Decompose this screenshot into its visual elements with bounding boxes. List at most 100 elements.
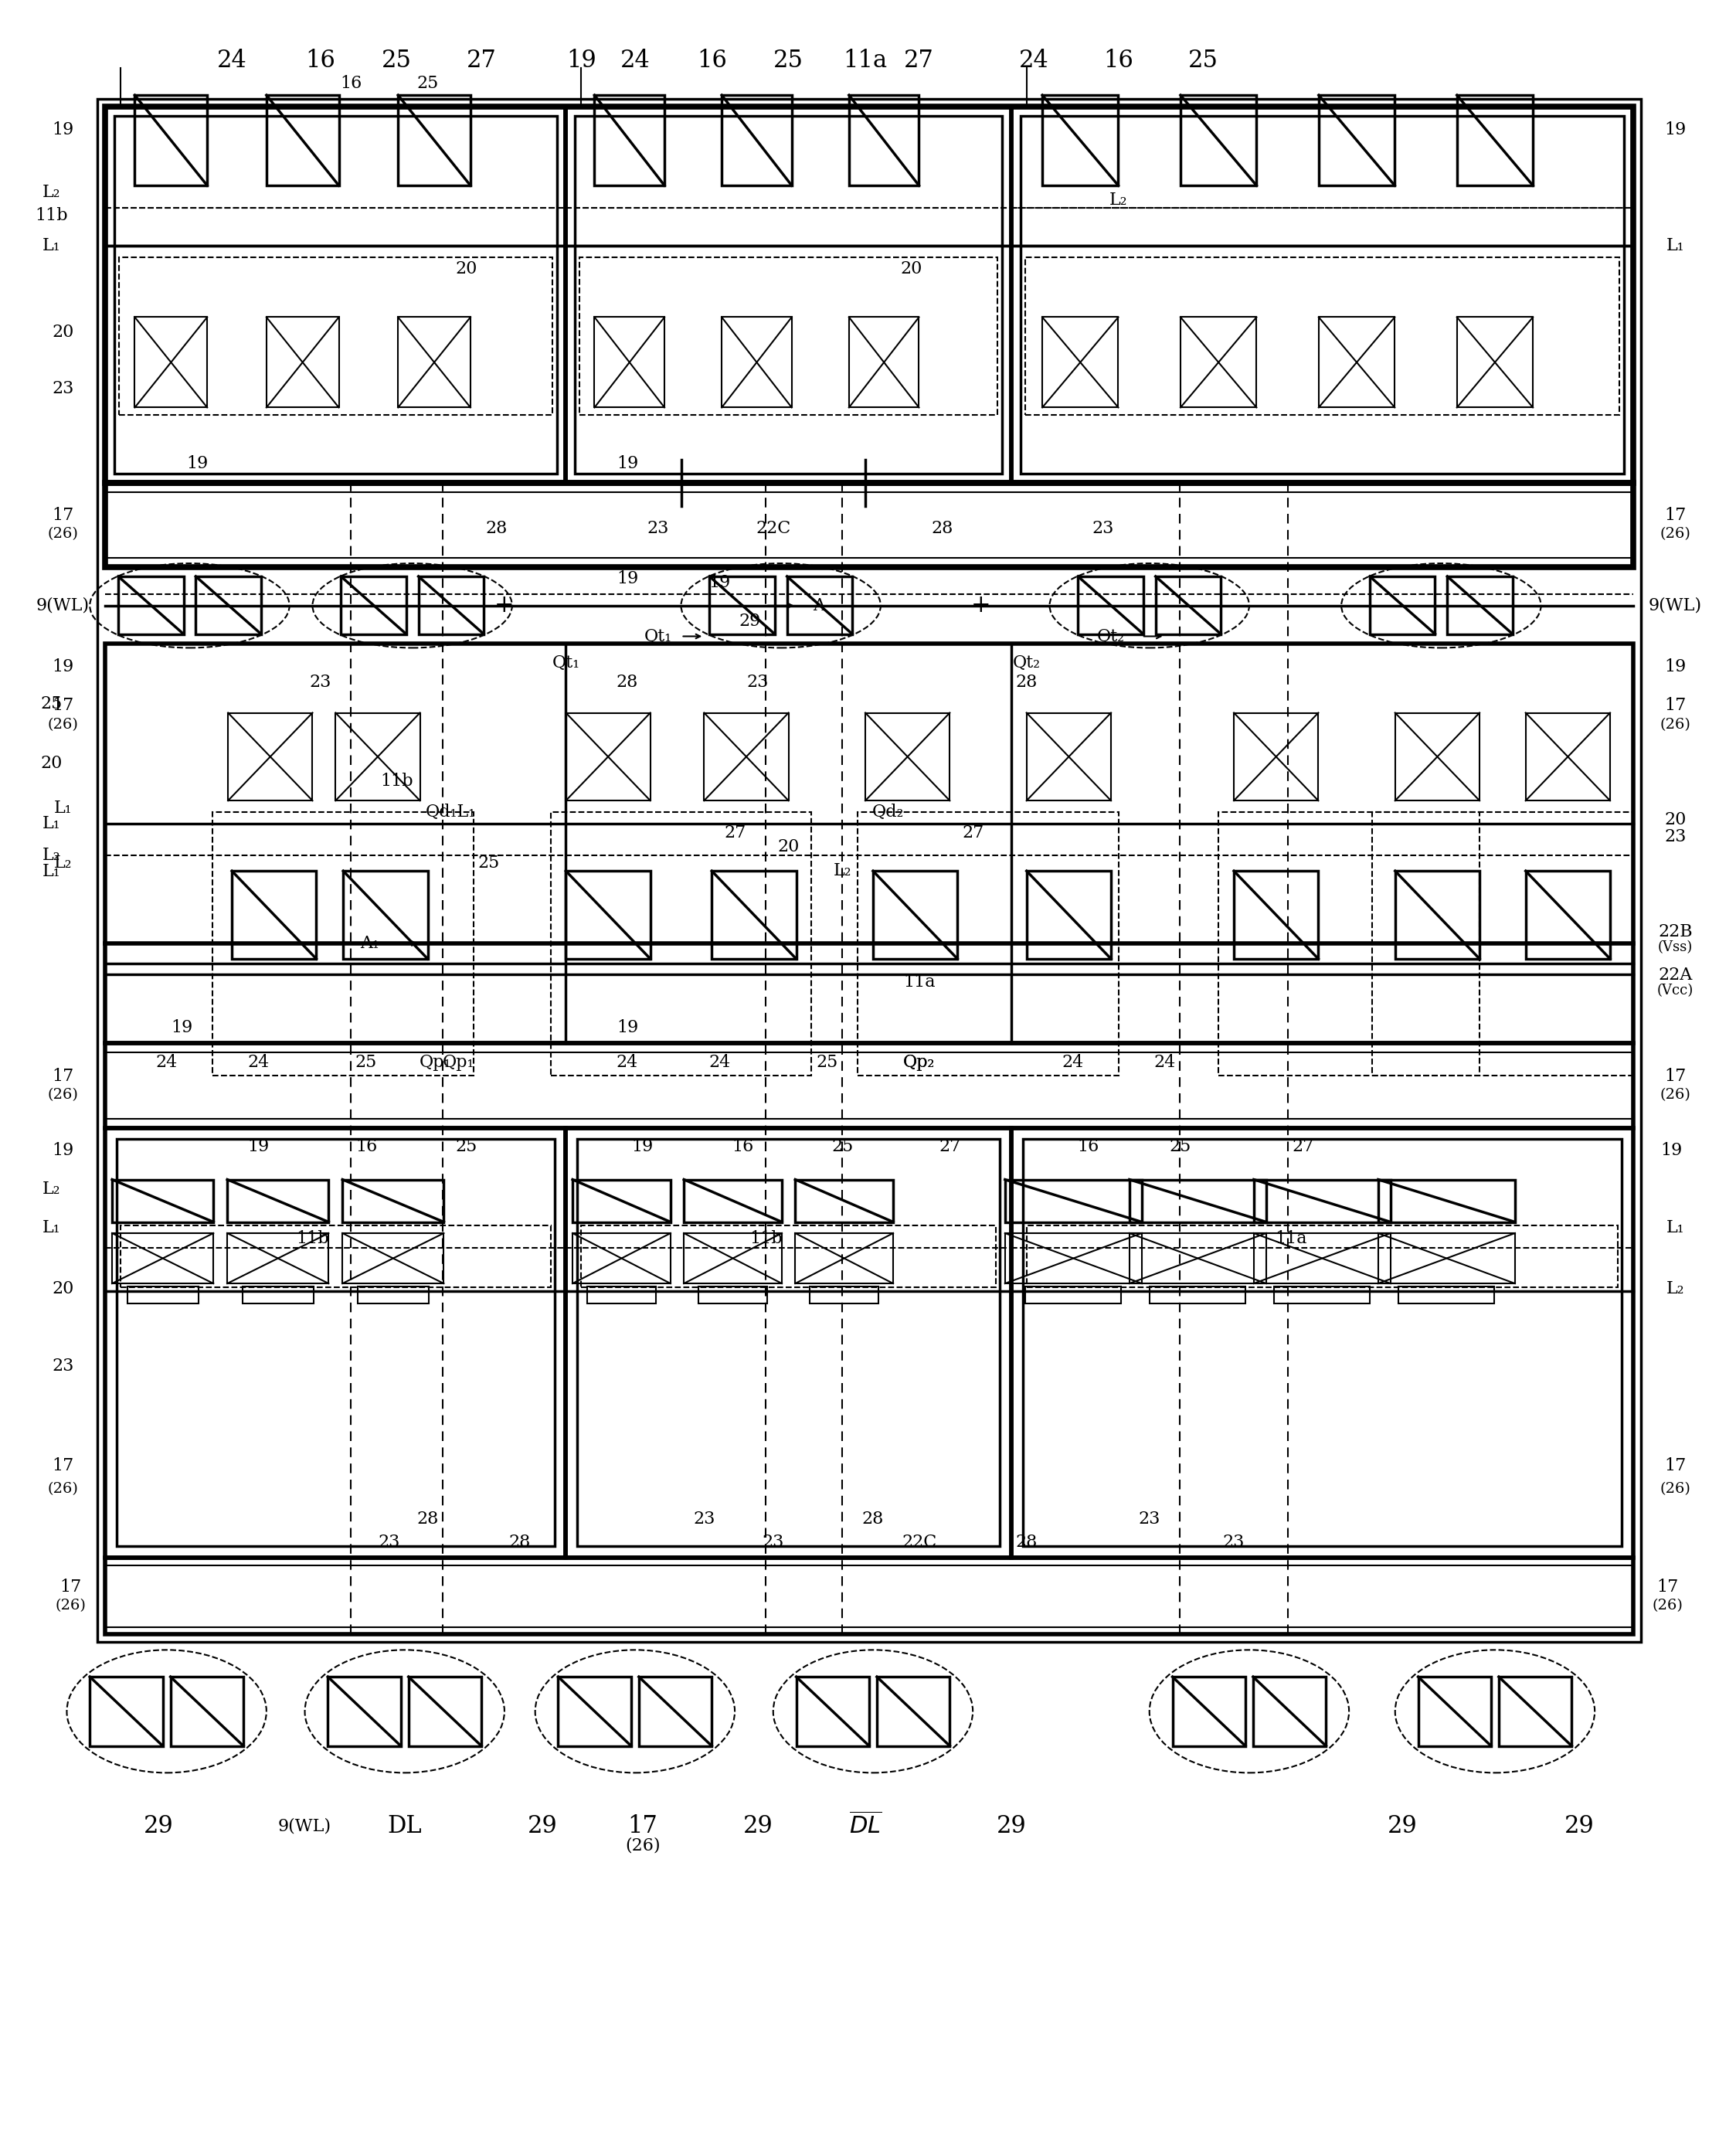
Bar <box>1526 870 1609 958</box>
Bar <box>1180 95 1257 185</box>
Text: 16: 16 <box>356 1138 377 1156</box>
Bar <box>1026 713 1111 801</box>
Text: 17: 17 <box>1665 507 1686 524</box>
Text: 17: 17 <box>59 1579 82 1596</box>
Text: (26): (26) <box>47 1087 78 1102</box>
Text: L₂: L₂ <box>42 846 61 863</box>
Text: 23: 23 <box>52 1358 75 1375</box>
Text: 24: 24 <box>217 49 247 73</box>
Text: 11a: 11a <box>844 49 887 73</box>
Bar <box>712 870 797 958</box>
Text: 19: 19 <box>248 1138 269 1156</box>
Text: 20: 20 <box>40 756 62 773</box>
Text: 20: 20 <box>778 838 800 855</box>
Text: L₁: L₁ <box>54 799 73 816</box>
Bar <box>113 1233 214 1285</box>
Bar <box>566 870 651 958</box>
Bar <box>575 116 1002 473</box>
Text: +: + <box>495 593 514 619</box>
Bar <box>328 1678 401 1746</box>
Bar <box>106 1557 1634 1635</box>
Bar <box>1526 713 1609 801</box>
Bar <box>106 483 1634 567</box>
Text: 29: 29 <box>1387 1815 1418 1839</box>
Bar <box>580 258 998 415</box>
Text: 17: 17 <box>1665 696 1686 713</box>
Bar <box>587 1287 656 1304</box>
Text: 16: 16 <box>340 75 361 92</box>
Text: 28: 28 <box>616 674 639 692</box>
Text: 19: 19 <box>52 120 75 137</box>
Bar <box>1319 318 1394 408</box>
Text: DL: DL <box>387 1815 422 1839</box>
Text: 16: 16 <box>731 1138 753 1156</box>
Text: 29: 29 <box>144 1815 174 1839</box>
Text: (26): (26) <box>1653 1598 1684 1613</box>
Text: Qp₁: Qp₁ <box>420 1055 451 1072</box>
Text: 24: 24 <box>708 1055 731 1072</box>
Text: 17: 17 <box>1665 1456 1686 1474</box>
Bar <box>106 1044 1634 1128</box>
Text: 23: 23 <box>746 674 769 692</box>
Bar <box>786 576 852 634</box>
Text: 25: 25 <box>477 855 500 872</box>
Text: 19: 19 <box>186 455 208 473</box>
Text: 22C: 22C <box>755 520 790 537</box>
Text: 16: 16 <box>696 49 727 73</box>
Text: (26): (26) <box>1660 717 1691 732</box>
Text: (26): (26) <box>625 1837 660 1854</box>
Text: 25: 25 <box>774 49 804 73</box>
Bar <box>127 1287 198 1304</box>
Bar <box>1078 576 1144 634</box>
Bar <box>578 1138 1000 1547</box>
Bar <box>550 812 811 1076</box>
Bar <box>1172 1678 1245 1746</box>
Text: Qd₁L₁: Qd₁L₁ <box>425 803 476 821</box>
Text: L₁: L₁ <box>42 863 61 881</box>
Text: Qt₁: Qt₁ <box>644 627 672 644</box>
Bar <box>1026 870 1111 958</box>
Text: 28: 28 <box>863 1510 884 1527</box>
Text: 27: 27 <box>467 49 496 73</box>
Text: L₁: L₁ <box>42 236 61 253</box>
Text: 11a: 11a <box>903 973 936 990</box>
Text: 27: 27 <box>939 1138 960 1156</box>
Text: A₁: A₁ <box>361 934 380 952</box>
Text: 25: 25 <box>40 696 62 713</box>
Bar <box>1023 1138 1621 1547</box>
Text: 9(WL): 9(WL) <box>278 1817 332 1834</box>
Text: 23: 23 <box>52 380 75 397</box>
Text: 20: 20 <box>901 260 922 277</box>
Bar <box>1042 318 1118 408</box>
Bar <box>1156 576 1220 634</box>
Bar <box>1021 116 1623 473</box>
Text: (26): (26) <box>47 717 78 732</box>
Bar <box>722 95 792 185</box>
Text: (26): (26) <box>1660 1087 1691 1102</box>
Text: 27: 27 <box>1292 1138 1314 1156</box>
Text: A: A <box>812 597 825 614</box>
Text: 27: 27 <box>904 49 934 73</box>
Text: 28: 28 <box>1016 1534 1038 1551</box>
Bar <box>170 1678 243 1746</box>
Bar <box>566 1128 1010 1557</box>
Bar <box>106 107 1634 483</box>
Text: 27: 27 <box>962 825 984 842</box>
Text: (Vss): (Vss) <box>1658 941 1693 954</box>
Text: 24: 24 <box>1062 1055 1083 1072</box>
Text: 25: 25 <box>1170 1138 1191 1156</box>
Bar <box>1448 576 1512 634</box>
Text: 25: 25 <box>455 1138 477 1156</box>
Bar <box>106 1128 566 1557</box>
Bar <box>1149 1287 1246 1304</box>
Text: 19: 19 <box>632 1138 653 1156</box>
Text: L₂: L₂ <box>833 863 851 879</box>
Bar <box>342 1233 444 1285</box>
Text: L₂: L₂ <box>42 1181 61 1199</box>
Text: 29: 29 <box>740 612 760 629</box>
Text: 29: 29 <box>528 1815 557 1839</box>
Bar <box>1042 95 1118 185</box>
Bar <box>1274 1287 1370 1304</box>
Bar <box>1457 95 1533 185</box>
Bar <box>1371 812 1634 1076</box>
